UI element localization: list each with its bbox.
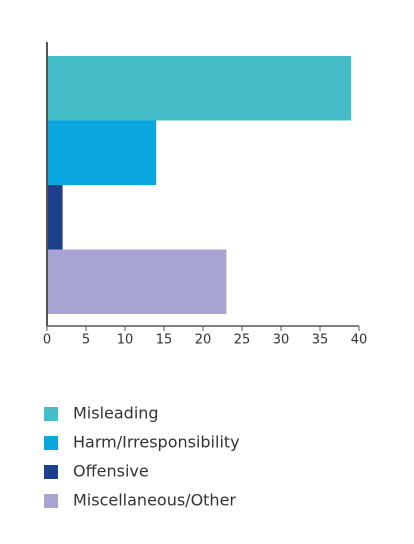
- legend-swatch: [44, 407, 58, 421]
- legend-swatch: [44, 436, 58, 450]
- legend-swatch: [44, 465, 58, 479]
- x-tick-label: 15: [156, 333, 173, 348]
- legend-label: Miscellaneous/Other: [73, 491, 236, 510]
- x-tick-label: 0: [43, 333, 51, 348]
- legend-label: Misleading: [73, 404, 159, 423]
- bar: [47, 120, 157, 185]
- legend-label: Offensive: [73, 462, 149, 481]
- legend-label: Harm/Irresponsibility: [73, 433, 240, 452]
- x-tick-label: 35: [312, 333, 329, 348]
- x-tick-label: 10: [117, 333, 134, 348]
- bar: [47, 56, 352, 121]
- x-tick-label: 20: [195, 333, 212, 348]
- x-tick-label: 5: [82, 333, 90, 348]
- bar: [47, 249, 227, 314]
- legend-swatch: [44, 494, 58, 508]
- x-tick-label: 25: [234, 333, 251, 348]
- x-tick-label: 40: [351, 333, 368, 348]
- bar: [47, 185, 63, 250]
- x-tick-label: 30: [273, 333, 290, 348]
